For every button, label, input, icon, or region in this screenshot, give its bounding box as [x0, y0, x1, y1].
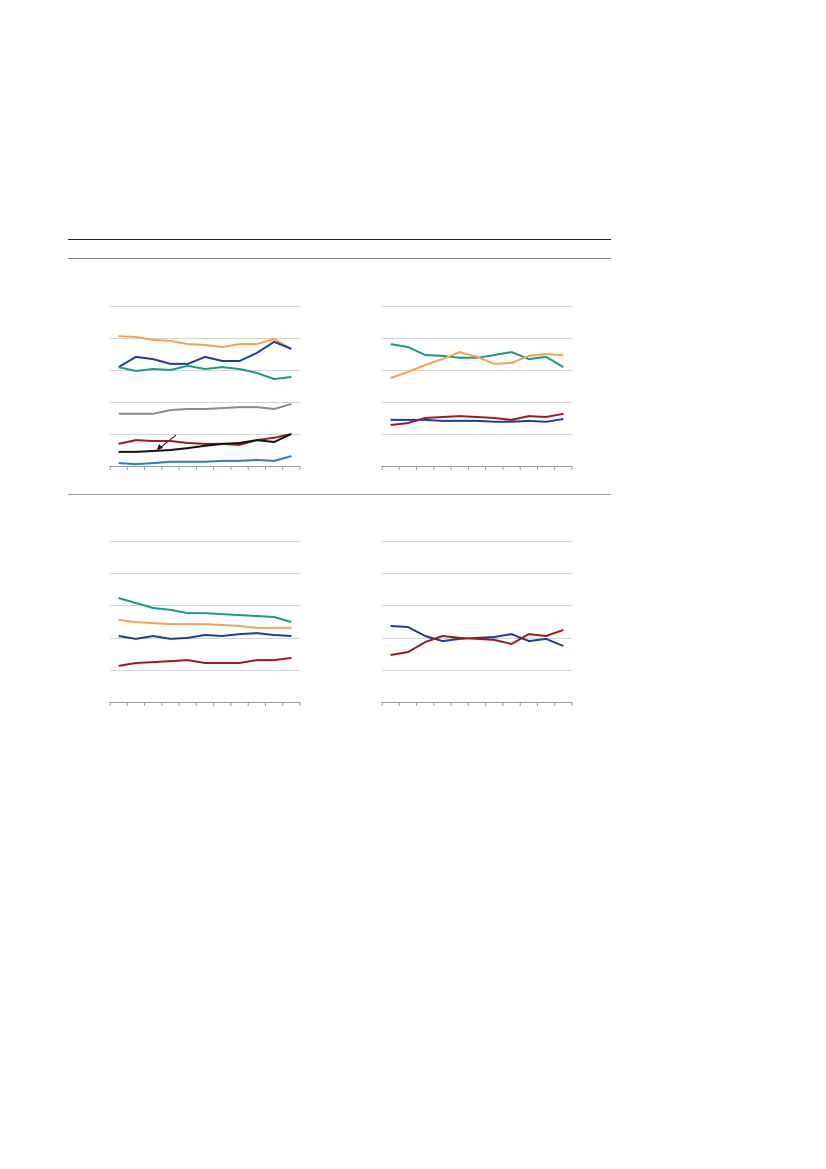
series-line [118, 340, 292, 368]
series-line [118, 402, 292, 415]
annotation-arrowhead [157, 444, 163, 450]
series-line [118, 364, 292, 380]
series-line [118, 597, 292, 624]
series-line [390, 628, 564, 656]
series-line [118, 433, 292, 453]
series-line [118, 618, 292, 629]
series-line [118, 335, 292, 350]
series-line [118, 455, 292, 466]
series-line [118, 433, 292, 446]
series-line [390, 351, 564, 379]
series-line [118, 656, 292, 667]
series-line [118, 632, 292, 640]
series-line [390, 412, 564, 426]
